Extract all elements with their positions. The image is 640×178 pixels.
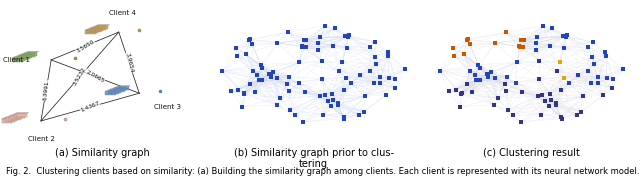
Bar: [90, 28, 100, 32]
Bar: [12, 58, 22, 62]
Bar: [88, 29, 99, 33]
Text: Fig. 2.  Clustering clients based on similarity: (a) Building the similarity gra: Fig. 2. Clustering clients based on simi…: [6, 167, 640, 176]
Polygon shape: [19, 54, 31, 55]
Polygon shape: [12, 114, 24, 115]
Text: (c) Clustering result: (c) Clustering result: [483, 148, 580, 158]
Polygon shape: [1, 118, 14, 119]
Text: 3.5232: 3.5232: [72, 66, 87, 87]
Polygon shape: [17, 55, 29, 56]
Polygon shape: [24, 52, 36, 53]
Bar: [26, 52, 37, 56]
Polygon shape: [88, 28, 100, 29]
Bar: [14, 114, 25, 118]
Polygon shape: [14, 113, 26, 114]
Polygon shape: [14, 56, 27, 57]
Text: 3.5650: 3.5650: [75, 39, 95, 53]
Polygon shape: [26, 51, 39, 52]
Polygon shape: [4, 117, 17, 118]
Bar: [14, 57, 25, 61]
Bar: [118, 86, 129, 90]
Text: Client 4: Client 4: [109, 10, 136, 16]
Bar: [24, 53, 35, 57]
Polygon shape: [6, 116, 19, 117]
Bar: [92, 27, 103, 31]
Text: (b) Similarity graph prior to clus-
tering: (b) Similarity graph prior to clus- teri…: [234, 148, 394, 169]
Bar: [108, 90, 119, 94]
Polygon shape: [22, 53, 34, 54]
Text: 3.9654: 3.9654: [124, 52, 134, 73]
Polygon shape: [16, 112, 29, 113]
Text: (a) Similarity graph: (a) Similarity graph: [55, 148, 150, 158]
Text: Client 1: Client 1: [3, 57, 30, 63]
Bar: [19, 55, 30, 59]
Bar: [4, 118, 15, 122]
Bar: [115, 87, 126, 91]
Bar: [6, 117, 17, 121]
Bar: [113, 88, 124, 92]
Bar: [110, 89, 121, 93]
Bar: [17, 56, 28, 60]
Bar: [22, 54, 33, 58]
Text: 1.4367: 1.4367: [80, 101, 100, 113]
Bar: [95, 26, 106, 30]
Polygon shape: [12, 57, 24, 58]
Bar: [9, 116, 20, 120]
Bar: [97, 25, 108, 29]
Text: 2.0665: 2.0665: [85, 69, 106, 84]
Text: Client 3: Client 3: [154, 104, 181, 110]
Bar: [12, 115, 22, 119]
Bar: [85, 30, 96, 34]
Text: Client 2: Client 2: [28, 136, 54, 142]
Text: 3.3991: 3.3991: [42, 80, 50, 101]
Bar: [16, 113, 27, 117]
Polygon shape: [9, 115, 21, 116]
Bar: [1, 119, 12, 123]
Bar: [106, 91, 116, 95]
